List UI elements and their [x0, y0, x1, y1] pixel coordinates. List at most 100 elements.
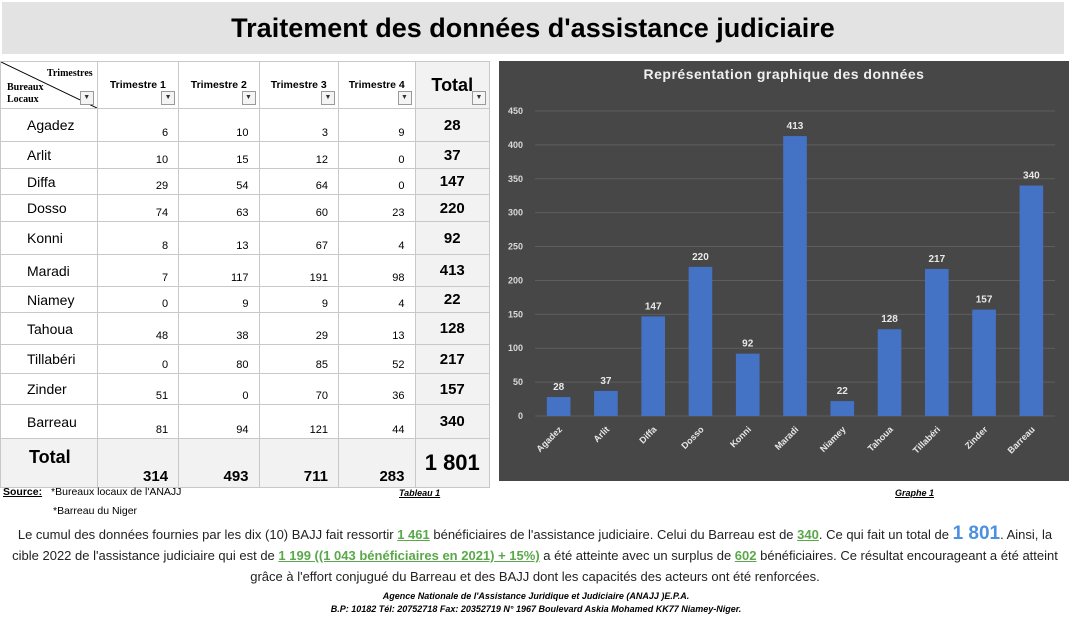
data-label: 217 — [928, 254, 945, 265]
table-caption: Tableau 1 — [399, 488, 441, 498]
table-row: Niamey 0 9 9 4 22 — [0, 286, 490, 313]
data-label: 37 — [600, 376, 612, 387]
table-row: Barreau 81 94 121 44 340 — [0, 404, 490, 439]
cell-value: 191 — [258, 254, 339, 287]
column-header-total: Total ▼ — [414, 61, 490, 109]
value-target: 1 199 ((1 043 bénéficiaires en 2021) + 1… — [278, 548, 540, 563]
source-block: Source: *Bureaux locaux de l'ANAJJ — [3, 486, 181, 498]
data-label: 413 — [787, 121, 804, 132]
agency-address: B.P: 10182 Tél: 20752718 Fax: 20352719 N… — [330, 604, 742, 614]
cell-value: 94 — [178, 404, 260, 439]
y-tick-label: 400 — [508, 140, 523, 150]
row-total: 147 — [414, 168, 490, 195]
cell-value: 7 — [96, 254, 180, 287]
cell-value: 15 — [178, 141, 260, 169]
x-tick-label: Barreau — [1006, 424, 1037, 455]
row-total: 413 — [414, 254, 490, 287]
y-tick-label: 150 — [508, 309, 523, 319]
table-row: Konni 8 13 67 4 92 — [0, 221, 490, 255]
column-total: 283 — [337, 438, 416, 488]
value-bajj-total: 1 461 — [397, 527, 430, 542]
filter-dropdown-icon[interactable]: ▼ — [241, 91, 256, 105]
y-tick-label: 0 — [518, 411, 523, 421]
page-title: Traitement des données d'assistance judi… — [231, 12, 835, 43]
bar — [735, 353, 760, 416]
x-tick-label: Maradi — [773, 424, 801, 452]
data-table: Trimestres Bureaux Locaux ▼ Trimestre 1 ▼… — [0, 61, 490, 488]
corner-header: Trimestres Bureaux Locaux ▼ — [0, 61, 98, 109]
cell-value: 13 — [337, 312, 416, 345]
y-tick-label: 50 — [513, 377, 523, 387]
row-total: 37 — [414, 141, 490, 169]
cell-value: 98 — [337, 254, 416, 287]
cell-value: 29 — [258, 312, 339, 345]
cell-value: 80 — [178, 344, 260, 374]
data-label: 340 — [1023, 171, 1040, 182]
row-total: 28 — [414, 108, 490, 142]
cell-value: 70 — [258, 373, 339, 405]
chart-title: Représentation graphique des données — [643, 66, 925, 82]
row-total: 217 — [414, 344, 490, 374]
row-label: Konni — [0, 221, 98, 255]
data-label: 157 — [976, 295, 993, 306]
summary-paragraph: Le cumul des données fournies par les di… — [12, 523, 1058, 584]
bar — [925, 268, 949, 416]
cell-value: 44 — [337, 404, 416, 439]
row-label: Zinder — [0, 373, 98, 405]
filter-dropdown-icon[interactable]: ▼ — [472, 91, 486, 105]
data-label: 28 — [553, 382, 565, 393]
row-label: Maradi — [0, 254, 98, 287]
cell-value: 0 — [337, 141, 416, 169]
cell-value: 67 — [258, 221, 339, 255]
row-total: 157 — [414, 373, 490, 405]
bar-chart: Représentation graphique des données 0 50… — [499, 61, 1069, 481]
corner-label-trimestres: Trimestres — [46, 68, 93, 79]
row-label: Tahoua — [0, 312, 98, 345]
cell-value: 4 — [337, 286, 416, 313]
filter-dropdown-icon[interactable]: ▼ — [79, 91, 94, 105]
row-total: 128 — [414, 312, 490, 345]
table-header-row: Trimestres Bureaux Locaux ▼ Trimestre 1 ▼… — [0, 61, 490, 109]
table-row: Tahoua 48 38 29 13 128 — [0, 312, 490, 345]
x-tick-label: Dosso — [679, 424, 706, 451]
source-line-1: *Bureaux locaux de l'ANAJJ — [51, 486, 182, 498]
row-label: Dosso — [0, 194, 98, 222]
filter-dropdown-icon[interactable]: ▼ — [320, 91, 335, 105]
row-label: Arlit — [0, 141, 98, 169]
cell-value: 117 — [178, 254, 260, 287]
bar — [783, 136, 807, 417]
cell-value: 13 — [178, 221, 260, 255]
row-label: Niamey — [0, 286, 98, 313]
table-row: Diffa 29 54 64 0 147 — [0, 168, 490, 195]
cell-value: 63 — [178, 194, 260, 222]
filter-dropdown-icon[interactable]: ▼ — [397, 91, 412, 105]
cell-value: 6 — [96, 108, 180, 142]
x-tick-label: Tahoua — [866, 424, 896, 454]
row-total: 92 — [414, 221, 490, 255]
agency-footer: Agence Nationale de l'Assistance Juridiq… — [0, 590, 1072, 616]
column-header-q4: Trimestre 4 ▼ — [337, 61, 416, 109]
filter-dropdown-icon[interactable]: ▼ — [161, 91, 176, 105]
bar — [830, 401, 855, 416]
table-row: Zinder 51 0 70 36 157 — [0, 373, 490, 405]
totals-row: Total 314 493 711 283 1 801 — [0, 438, 490, 488]
bar — [641, 316, 665, 416]
column-header-q2: Trimestre 2 ▼ — [178, 61, 260, 109]
title-bar: Traitement des données d'assistance judi… — [2, 2, 1064, 54]
cell-value: 38 — [178, 312, 260, 345]
y-tick-label: 100 — [508, 343, 523, 353]
cell-value: 51 — [96, 373, 180, 405]
y-tick-label: 450 — [508, 106, 523, 116]
x-tick-label: Arlit — [592, 424, 612, 444]
row-label: Barreau — [0, 404, 98, 439]
value-grand-total: 1 801 — [952, 523, 1001, 544]
column-total: 711 — [258, 438, 339, 488]
cell-value: 48 — [96, 312, 180, 345]
cell-value: 0 — [337, 168, 416, 195]
bar — [1019, 185, 1044, 416]
value-barreau: 340 — [797, 527, 819, 542]
cell-value: 0 — [96, 344, 180, 374]
cell-value: 10 — [178, 108, 260, 142]
data-label: 22 — [837, 386, 849, 397]
x-tick-label: Diffa — [637, 424, 659, 446]
